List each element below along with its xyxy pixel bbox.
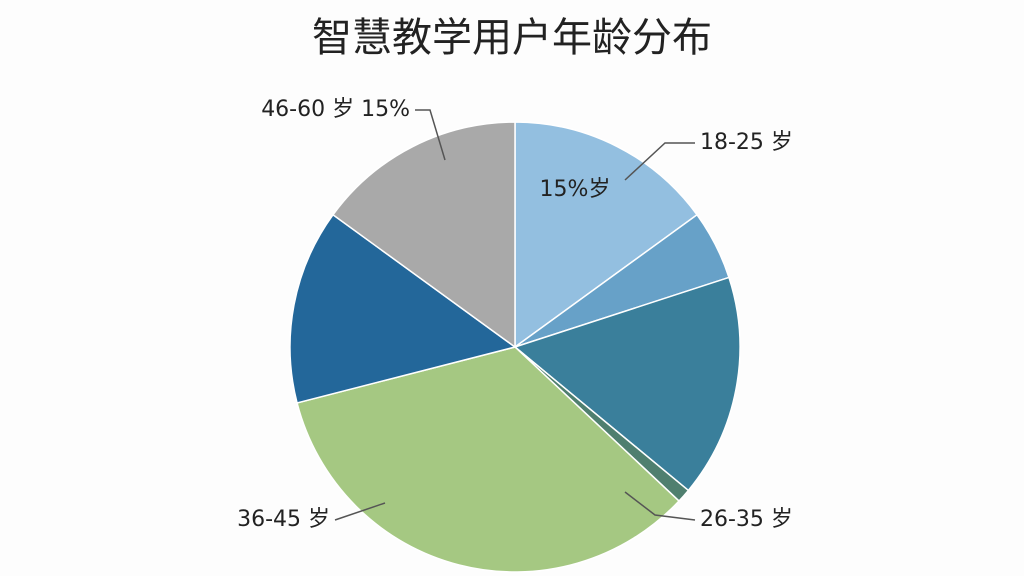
pie-slice — [331, 121, 516, 349]
leader-line — [334, 502, 386, 521]
leader-line — [624, 142, 695, 181]
leader-line — [624, 491, 696, 521]
slice-label: 18-25 岁 — [700, 130, 793, 155]
value-label: 15%岁 — [540, 177, 611, 202]
chart-title: 智慧教学用户年龄分布 — [312, 15, 712, 61]
pie-slice — [289, 213, 517, 404]
slice-label: 26-35 岁 — [700, 507, 793, 532]
slice-label: 46-60 岁 15% — [261, 97, 410, 122]
pie-slice — [514, 121, 699, 349]
slice-label: 36-45 岁 — [237, 507, 330, 532]
pie-slice — [513, 276, 741, 492]
pie-slice — [296, 346, 681, 573]
leader-line — [415, 109, 446, 161]
